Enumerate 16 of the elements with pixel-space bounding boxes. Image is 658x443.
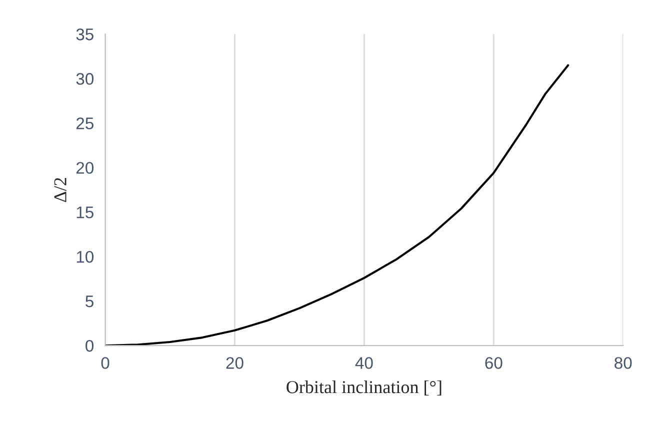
y-tick-label: 10: [76, 250, 94, 263]
x-axis-title: Orbital inclination [°]: [286, 380, 442, 396]
y-tick-label: 20: [76, 162, 94, 174]
y-axis-title: Δ/2: [54, 178, 66, 202]
x-tick-label: 40: [355, 357, 373, 369]
y-tick-label: 15: [76, 206, 94, 218]
x-tick-label: 60: [485, 357, 502, 369]
x-tick-label: 80: [614, 357, 632, 369]
line-series: [105, 64, 570, 346]
y-tick-label: 25: [76, 117, 94, 130]
y-tick-label: 0: [86, 340, 94, 352]
x-tick-label: 0: [101, 357, 110, 369]
y-tick-label: 5: [86, 296, 94, 308]
y-tick-label: 30: [76, 73, 94, 85]
y-tick-label: 35: [76, 28, 94, 40]
x-tick-label: 20: [226, 357, 244, 369]
